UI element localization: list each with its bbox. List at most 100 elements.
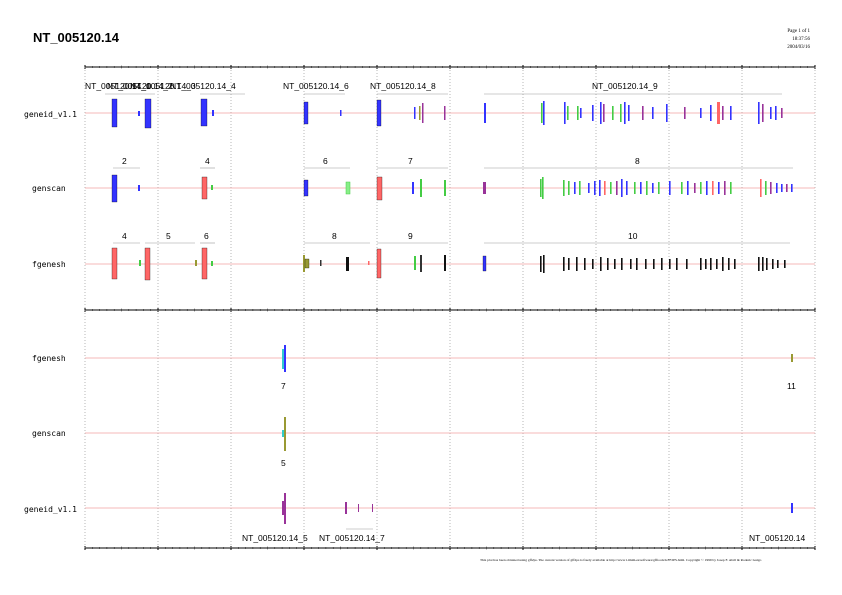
exon [594,181,596,195]
exon [777,260,779,268]
exon [684,107,686,119]
exon [681,182,683,194]
exon [700,108,702,118]
exon [607,258,609,270]
exon [722,106,724,120]
exon [568,258,570,270]
exon [624,102,626,124]
exon [710,105,712,121]
exon [717,102,720,124]
gene-label: 11 [787,381,796,391]
exon [646,181,648,195]
exon [724,181,726,195]
lower-panel: fgenesh genscan geneid_v1.1 7 11 5 [24,310,816,550]
lower-grid [84,310,816,548]
exon [634,182,636,194]
exon [636,258,638,270]
genscan-exons [111,174,793,203]
exon [760,179,762,197]
geneid-exons [111,98,783,129]
exon [734,259,736,269]
gene-label: NT_005120.14_1 [85,81,151,91]
exon [603,104,605,122]
gene-label: 6 [323,156,328,166]
track-label-geneid-lower: geneid_v1.1 [24,505,77,514]
gene-label: 4 [122,231,127,241]
exon [584,258,586,270]
exon [706,181,708,195]
exon [676,258,678,270]
gene-label: NT_005120.14_7 [319,533,385,543]
exon [758,102,760,124]
geneid-lower-exons [282,493,793,530]
footer-note: This plot has been obtained using gff2ps… [480,558,762,562]
gene-label: NT_005120.14_3 [130,81,196,91]
exon [592,105,594,121]
exon [770,182,772,194]
gene-label: 8 [332,231,337,241]
track-label-genscan: genscan [32,184,66,193]
exon [604,181,606,195]
exon [712,181,714,195]
exon [686,259,688,269]
gene-label: NT_005120.14_2 [107,81,173,91]
gene-label: 7 [408,156,413,166]
exon [588,183,590,193]
fgenesh-gene-labels: 4 5 6 8 9 10 [113,231,790,244]
exon [567,106,569,120]
exon [710,258,712,270]
exon [669,259,671,269]
exon [564,102,566,124]
exon [540,179,542,197]
exon [614,259,616,269]
exon [770,107,772,119]
exon [652,107,654,119]
exon [784,260,786,268]
exon [563,257,565,271]
exon [730,182,732,194]
exon [600,102,602,124]
exon [716,259,718,269]
gene-label: NT_005120.14_5 [242,533,308,543]
page-number: Page 1 of 1 [787,29,810,34]
gene-label: NT_005120.14_4 [170,81,236,91]
exon [786,184,788,192]
gene-label: 6 [204,231,209,241]
page-title: NT_005120.14 [33,30,120,45]
gene-label: 8 [635,156,640,166]
exon [781,108,783,118]
mid-ruler-ticks [84,308,816,312]
exon [700,182,702,194]
exon [543,101,545,125]
exon [687,181,689,195]
exon [576,257,578,271]
exon [700,258,702,270]
upper-grid [84,67,816,310]
exon [669,181,671,195]
exon [645,259,647,269]
gene-label: 9 [408,231,413,241]
exon [653,259,655,269]
track-label-genscan-lower: genscan [32,429,66,438]
exon [568,181,570,195]
exon [776,183,778,193]
exon [577,106,579,120]
genscan-gene-labels: 2 4 6 7 8 [113,156,793,169]
track-label-fgenesh: fgenesh [32,260,66,269]
gene-label: NT_005120.14_8 [370,81,436,91]
exon [580,108,582,118]
gene-label: 7 [281,381,286,391]
exon [599,180,601,196]
exon [791,184,793,192]
gene-label: 5 [166,231,171,241]
page-meta: Page 1 of 1 18:37:56 2004/03/16 [787,28,810,52]
exon [620,104,622,122]
track-label-fgenesh-lower: fgenesh [32,354,66,363]
page-date: 2004/03/16 [787,45,810,50]
exon [730,106,732,120]
exon [610,182,612,194]
genscan-lower-exons [282,417,286,451]
exon [766,258,768,270]
gene-label: 2 [122,156,127,166]
exon [705,259,707,269]
